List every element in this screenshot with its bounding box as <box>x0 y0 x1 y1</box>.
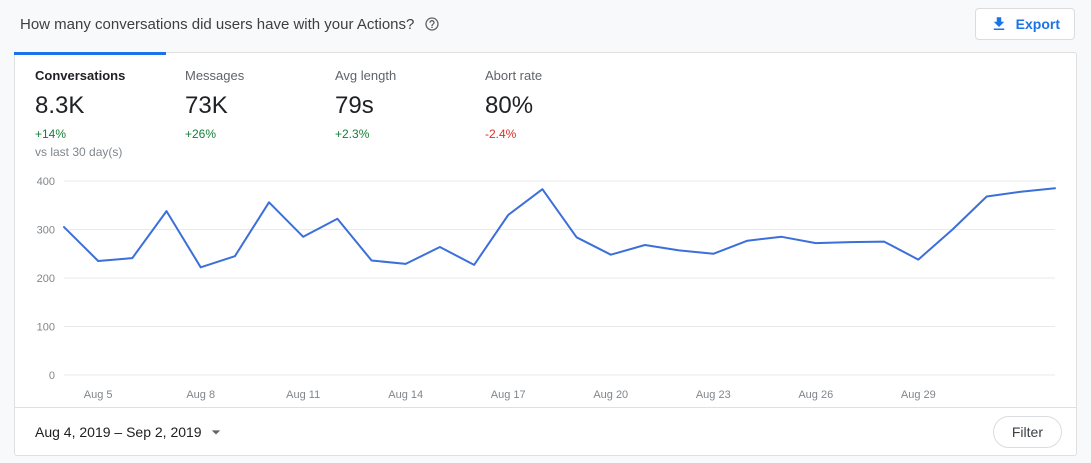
tab-messages[interactable]: Messages 73K +26% <box>185 68 335 159</box>
analytics-card: Conversations 8.3K +14% vs last 30 day(s… <box>14 52 1077 456</box>
svg-text:Aug 23: Aug 23 <box>696 389 731 401</box>
svg-text:0: 0 <box>49 370 55 382</box>
help-icon[interactable] <box>424 16 440 32</box>
selected-tab-indicator <box>14 52 166 55</box>
metric-value: 80% <box>485 92 534 119</box>
card-footer: Aug 4, 2019 – Sep 2, 2019 Filter <box>15 407 1076 455</box>
svg-text:100: 100 <box>37 322 55 334</box>
svg-text:Aug 8: Aug 8 <box>186 389 215 401</box>
metric-value: 79s <box>335 92 374 119</box>
svg-text:300: 300 <box>37 225 55 237</box>
metric-delta: +2.3% <box>335 127 370 141</box>
header: How many conversations did users have wi… <box>0 0 1091 48</box>
metric-value: 8.3K <box>35 92 85 119</box>
svg-text:200: 200 <box>37 273 55 285</box>
metric-delta: +14% <box>35 127 67 141</box>
metric-note: vs last 30 day(s) <box>35 145 123 159</box>
export-button[interactable]: Export <box>974 8 1075 40</box>
metric-label: Avg length <box>335 68 397 83</box>
tab-avg-length[interactable]: Avg length 79s +2.3% <box>335 68 485 159</box>
metric-label: Conversations <box>35 68 126 83</box>
metric-label: Abort rate <box>485 68 543 83</box>
svg-text:400: 400 <box>37 176 55 188</box>
date-range-label: Aug 4, 2019 – Sep 2, 2019 <box>35 423 202 440</box>
download-icon <box>993 17 1004 30</box>
svg-text:Aug 26: Aug 26 <box>798 389 833 401</box>
metric-label: Messages <box>185 68 245 83</box>
tab-abort-rate[interactable]: Abort rate 80% -2.4% <box>485 68 635 159</box>
svg-text:Aug 11: Aug 11 <box>286 389 320 401</box>
svg-text:Aug 5: Aug 5 <box>84 389 113 401</box>
caret-down-icon <box>211 429 220 434</box>
tab-conversations[interactable]: Conversations 8.3K +14% vs last 30 day(s… <box>35 68 185 159</box>
svg-text:Aug 17: Aug 17 <box>491 389 526 401</box>
page-title: How many conversations did users have wi… <box>20 15 415 33</box>
metric-delta: -2.4% <box>485 127 517 141</box>
metric-tabs: Conversations 8.3K +14% vs last 30 day(s… <box>15 53 1076 163</box>
date-range-selector[interactable]: Aug 4, 2019 – Sep 2, 2019 <box>35 422 226 442</box>
filter-button[interactable]: Filter <box>992 415 1062 448</box>
line-chart: 0 100 200 300 400 Aug 5 Aug 8 Aug 11 Aug 14 Aug 1… <box>37 176 1056 401</box>
export-label: Export <box>1015 16 1060 32</box>
metric-delta: +26% <box>185 127 217 141</box>
svg-text:Aug 29: Aug 29 <box>901 389 936 401</box>
svg-text:Aug 14: Aug 14 <box>388 389 423 401</box>
svg-text:Aug 20: Aug 20 <box>593 389 628 401</box>
metric-value: 73K <box>185 92 228 119</box>
